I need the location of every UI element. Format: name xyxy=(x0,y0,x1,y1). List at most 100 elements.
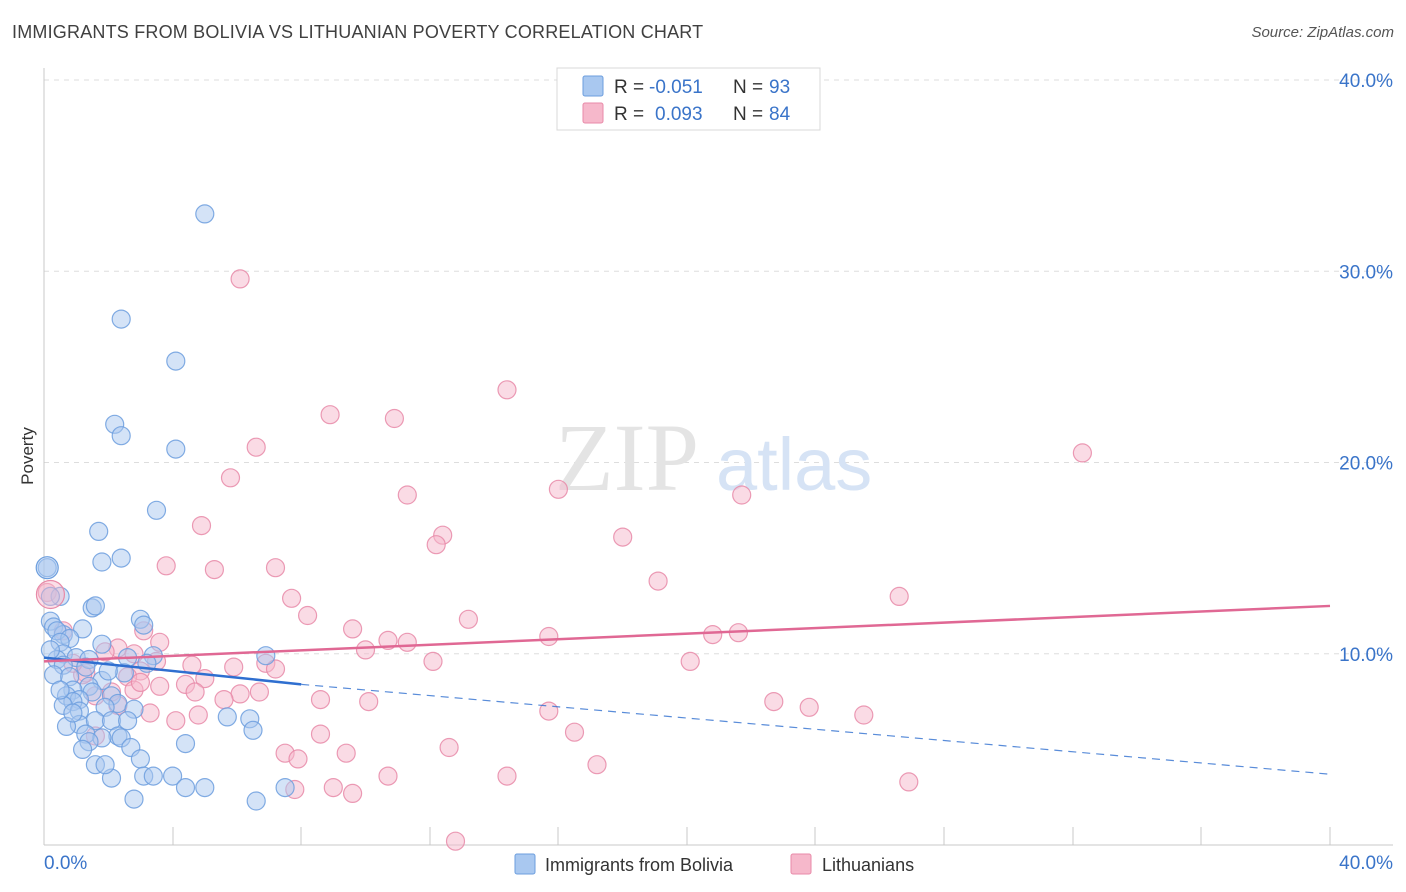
stats-r-value-pink: 0.093 xyxy=(655,104,703,125)
axes xyxy=(43,68,1393,846)
point-lithuanian xyxy=(185,682,205,702)
point-lithuanian xyxy=(426,535,446,555)
point-bolivia xyxy=(72,619,93,639)
point-lithuanian xyxy=(343,619,363,639)
point-lithuanian xyxy=(310,689,331,710)
trend-line-bolivia-extrapolated xyxy=(301,683,1331,775)
point-lithuanian xyxy=(1072,443,1093,463)
tick-labels: 10.0% 20.0% 30.0% 40.0% 0.0% 40.0% xyxy=(44,71,1393,874)
point-lithuanian xyxy=(265,558,286,578)
chart-title: IMMIGRANTS FROM BOLIVIA VS LITHUANIAN PO… xyxy=(12,22,704,42)
point-lithuanian xyxy=(423,651,443,672)
point-bolivia xyxy=(256,646,276,666)
point-bolivia xyxy=(163,766,183,786)
point-lithuanian xyxy=(564,722,585,742)
point-bolivia xyxy=(85,596,106,616)
point-bolivia xyxy=(175,733,196,754)
point-bolivia xyxy=(111,309,131,329)
point-lithuanian xyxy=(288,749,308,769)
point-lithuanian xyxy=(166,711,186,731)
point-lithuanian xyxy=(298,605,318,626)
point-lithuanian xyxy=(587,755,607,775)
y-axis-label: Poverty xyxy=(18,427,37,485)
point-lithuanian xyxy=(378,766,398,786)
legend-swatch-pink xyxy=(790,853,812,875)
point-lithuanian xyxy=(343,783,363,804)
stats-r-label-pink: R = xyxy=(614,104,644,125)
point-lithuanian xyxy=(191,515,212,536)
point-bolivia xyxy=(134,615,154,635)
point-bolivia xyxy=(166,351,186,371)
point-lithuanian xyxy=(384,408,404,429)
point-bolivia xyxy=(72,739,93,760)
stats-swatch-pink xyxy=(582,102,604,124)
point-lithuanian xyxy=(230,684,250,704)
point-lithuanian xyxy=(265,659,286,679)
point-lithuanian xyxy=(35,579,66,610)
point-lithuanian xyxy=(214,689,234,710)
point-bolivia xyxy=(40,640,61,660)
point-bolivia xyxy=(35,556,59,580)
point-lithuanian xyxy=(397,485,417,505)
trend-lines xyxy=(43,604,1331,775)
point-lithuanian xyxy=(188,705,208,725)
point-bolivia xyxy=(63,703,83,723)
point-bolivia xyxy=(117,711,138,731)
point-lithuanian xyxy=(130,672,150,693)
point-bolivia xyxy=(195,204,215,224)
x-tick-label-min: 0.0% xyxy=(44,853,87,874)
point-bolivia xyxy=(40,586,61,607)
point-lithuanian xyxy=(204,559,224,580)
point-lithuanian xyxy=(539,626,559,647)
legend-label-blue: Immigrants from Bolivia xyxy=(545,855,734,875)
point-lithuanian xyxy=(359,691,379,712)
point-bolivia xyxy=(217,707,237,727)
point-bolivia xyxy=(275,777,295,798)
point-lithuanian xyxy=(732,485,752,505)
stats-swatch-blue xyxy=(582,75,604,97)
stats-r-value-blue: -0.051 xyxy=(649,77,703,98)
point-lithuanian xyxy=(439,737,459,758)
stats-n-value-pink: 84 xyxy=(769,104,791,125)
point-bolivia xyxy=(98,661,118,681)
point-bolivia xyxy=(111,426,131,446)
point-lithuanian xyxy=(323,777,343,798)
point-lithuanian xyxy=(246,437,266,457)
point-lithuanian xyxy=(397,632,417,652)
trend-line-lithuanian xyxy=(43,604,1331,663)
point-lithuanian xyxy=(310,724,331,744)
point-lithuanian xyxy=(445,831,466,851)
point-bolivia xyxy=(195,777,215,798)
point-lithuanian xyxy=(854,705,874,725)
point-bolivia xyxy=(166,439,186,459)
point-lithuanian xyxy=(230,269,250,289)
legend: Immigrants from Bolivia Lithuanians xyxy=(514,853,914,875)
point-lithuanian xyxy=(889,586,909,607)
point-bolivia xyxy=(246,791,266,811)
point-bolivia xyxy=(143,766,163,786)
point-bolivia xyxy=(92,634,112,654)
scatter-points xyxy=(35,204,1093,851)
point-lithuanian xyxy=(548,479,569,499)
point-bolivia xyxy=(146,500,167,520)
point-lithuanian xyxy=(648,571,668,591)
point-lithuanian xyxy=(703,624,723,645)
point-bolivia xyxy=(243,720,263,740)
point-lithuanian xyxy=(156,556,176,576)
point-lithuanian xyxy=(497,380,517,400)
point-lithuanian xyxy=(336,743,356,763)
y-tick-label: 40.0% xyxy=(1339,71,1393,92)
y-tick-label: 10.0% xyxy=(1339,645,1393,666)
legend-label-pink: Lithuanians xyxy=(822,855,914,875)
point-lithuanian xyxy=(249,682,269,702)
point-bolivia xyxy=(111,548,131,568)
stats-n-label-blue: N = xyxy=(733,77,763,98)
stats-n-value-blue: 93 xyxy=(769,77,790,98)
point-bolivia xyxy=(50,680,70,700)
point-bolivia xyxy=(130,749,150,769)
point-lithuanian xyxy=(355,640,376,660)
point-lithuanian xyxy=(220,468,241,488)
point-lithuanian xyxy=(764,691,784,712)
point-bolivia xyxy=(175,777,196,798)
